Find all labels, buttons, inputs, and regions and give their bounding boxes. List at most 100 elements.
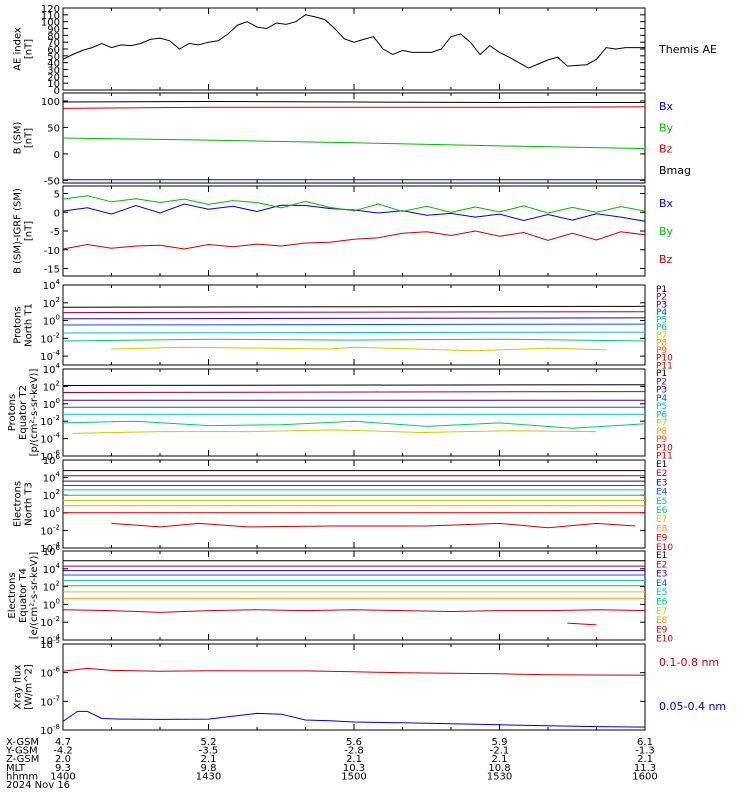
legend-label: E8 — [656, 524, 668, 534]
y-axis-label: North T3 — [24, 482, 35, 526]
y-tick-label: 70 — [47, 38, 60, 49]
panel-4: 104 102 100 10-2 10-4 Protons North T1 P1P2P3P4… — [13, 278, 674, 371]
series-line-p5 — [62, 331, 646, 334]
y-tick-label: 10-8 — [40, 723, 60, 737]
footer-value: 6.1 — [637, 737, 653, 748]
footer-value: 2.1 — [201, 754, 217, 765]
legend-label: E4 — [656, 488, 668, 498]
footer-value: -2.1 — [490, 746, 510, 757]
footer-value: -1.3 — [635, 746, 655, 757]
y-tick-label: 100 — [43, 397, 60, 411]
y-axis-label: [nT] — [24, 39, 35, 59]
y-tick-label: 104 — [43, 278, 61, 292]
footer-value: 9.8 — [201, 763, 217, 774]
legend-label: P11 — [656, 361, 673, 371]
legend-label: E10 — [656, 635, 673, 645]
legend-label: P2 — [656, 377, 667, 387]
legend-label: E6 — [656, 506, 668, 516]
legend-label: E2 — [656, 560, 667, 570]
footer-row-label: hhmm — [6, 771, 38, 782]
legend-label: E3 — [656, 478, 667, 488]
y-tick-label: 5 — [54, 190, 60, 201]
y-axis-label: AE index — [13, 27, 24, 71]
y-axis-label: Electrons — [13, 481, 24, 527]
legend-label: E5 — [656, 497, 667, 507]
series-line-p2 — [62, 391, 646, 393]
y-tick-label: 100 — [43, 506, 60, 520]
legend-label: E10 — [656, 543, 673, 553]
panel-3: -15 -10 -5 0 5 B (SM)-IGRF (SM) [nT] Bx By Bz — [13, 185, 674, 277]
y-tick-label: 10-2 — [40, 523, 60, 537]
y-tick-label: 0 — [54, 86, 60, 97]
y-tick-label: 100 — [43, 314, 60, 328]
y-tick-label: 104 — [43, 362, 61, 376]
footer-value: 10.8 — [488, 763, 510, 774]
footer-value: -2.8 — [344, 746, 364, 757]
series-line-p6 — [62, 420, 646, 429]
y-tick-label: 90 — [47, 25, 60, 36]
legend-label: 0.05-0.4 nm — [659, 700, 726, 713]
y-tick-label: 106 — [43, 453, 61, 467]
legend-label: E6 — [656, 598, 668, 608]
y-tick-label: 100 — [41, 18, 60, 29]
y-tick-label: 10-2 — [40, 414, 60, 428]
legend-label: E7 — [656, 515, 667, 525]
y-tick-label: 80 — [47, 31, 60, 42]
y-tick-label: -10 — [44, 246, 60, 257]
footer-row-label: 2024 Nov 16 — [6, 780, 70, 791]
panel-frame — [62, 7, 646, 91]
series-line-p2 — [62, 311, 646, 314]
y-tick-label: 110 — [41, 11, 60, 22]
y-tick-label: 50 — [47, 123, 60, 134]
footer-value: 2.1 — [637, 754, 653, 765]
legend-label: By — [659, 225, 674, 238]
y-tick-label: 30 — [47, 66, 60, 77]
footer-value: 10.3 — [343, 763, 365, 774]
footer-value: 2.1 — [346, 754, 362, 765]
y-axis-label: Protons — [7, 394, 18, 431]
legend-label: P8 — [656, 338, 667, 348]
legend-label: P6 — [656, 323, 667, 333]
y-tick-label: 50 — [47, 52, 60, 63]
legend-label: Bz — [659, 143, 673, 156]
series-line-p1 — [62, 384, 646, 386]
legend-label: E5 — [656, 588, 667, 598]
panel-frame — [62, 643, 646, 731]
footer-value: 2.0 — [55, 754, 71, 765]
footer-value: 1530 — [487, 771, 512, 782]
legend-label: E8 — [656, 616, 668, 626]
legend-label: E1 — [656, 460, 667, 470]
legend-label: P4 — [656, 394, 667, 404]
legend-label: P11 — [656, 452, 673, 462]
legend-label: Bz — [659, 253, 673, 266]
legend-label: E9 — [656, 534, 668, 544]
panel-frame — [62, 459, 646, 549]
series-line-p7 — [111, 346, 607, 352]
y-tick-label: 104 — [43, 562, 61, 576]
legend-label: P2 — [656, 293, 667, 303]
y-tick-label: 10-5 — [40, 637, 60, 651]
series-line-p6 — [62, 338, 646, 342]
y-tick-label: 120 — [41, 4, 60, 15]
footer-row-label: Y-GSM — [5, 746, 38, 757]
footer-value: 1430 — [196, 771, 221, 782]
y-tick-label: 102 — [43, 379, 60, 393]
footer-value: -3.5 — [199, 746, 219, 757]
footer-value: 1500 — [341, 771, 366, 782]
legend-label: E2 — [656, 469, 667, 479]
y-axis-label: Equator T2 — [18, 385, 29, 440]
y-tick-label: 100 — [43, 597, 60, 611]
y-tick-label: 40 — [47, 59, 60, 70]
y-tick-label: 106 — [43, 544, 61, 558]
footer-value: 11.3 — [634, 763, 656, 774]
y-axis-label: Equator T4 — [18, 568, 29, 623]
y-tick-label: 104 — [43, 471, 61, 485]
y-tick-label: 10-7 — [40, 694, 60, 708]
footer-value: 9.3 — [55, 763, 71, 774]
y-tick-label: 20 — [47, 72, 60, 83]
panel-8: 10-5 10-6 10-7 10-8 Xray flux [W/m^2] 0.1-0.8 … — [13, 637, 727, 737]
footer-value: 5.6 — [346, 737, 362, 748]
